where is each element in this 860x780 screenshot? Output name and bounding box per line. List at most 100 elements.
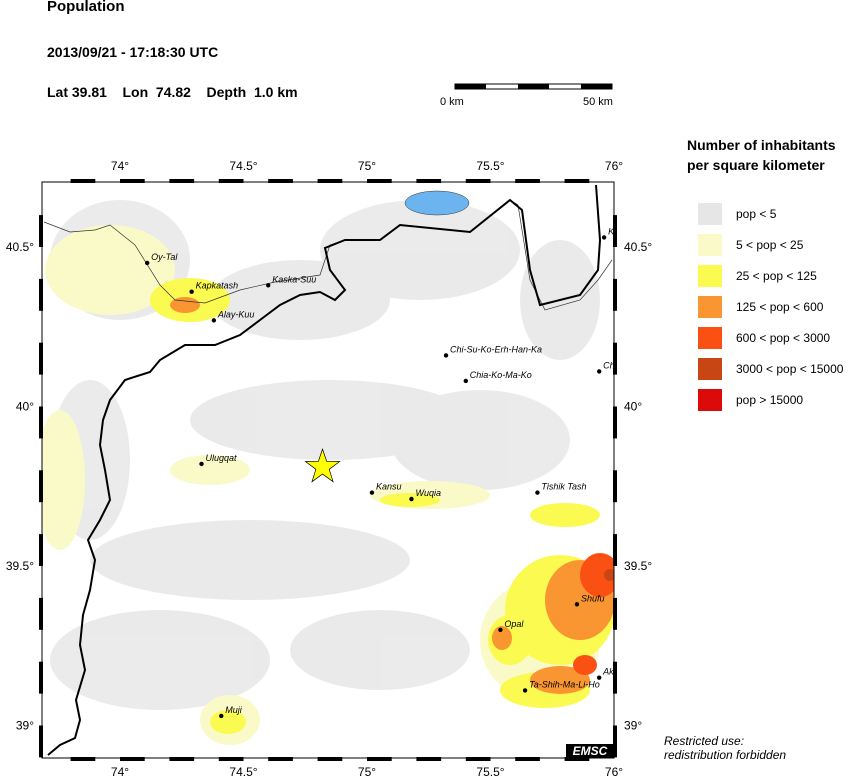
lake <box>404 190 470 216</box>
city-label: Opal <box>504 619 524 629</box>
legend-item: 3000 < pop < 15000 <box>698 358 843 380</box>
city-marker: Kansu <box>369 482 402 495</box>
city-label: Ch <box>603 360 615 370</box>
legend-label: 600 < pop < 3000 <box>736 331 831 345</box>
restricted-line2: redistribution forbidden <box>664 748 787 762</box>
city-dot-icon <box>219 713 224 719</box>
city-marker: Oy-Tal <box>144 252 178 266</box>
city-marker: Alay-Kuu <box>211 309 255 323</box>
depth-label: Depth 1.0 km <box>206 84 298 100</box>
lat-tick-label: 39° <box>16 719 34 733</box>
city-marker: Kaska-Suu <box>266 274 316 288</box>
city-label: Muji <box>225 705 243 715</box>
legend-title: Number of inhabitants per square kilomete… <box>687 135 857 175</box>
frame-ticks <box>39 179 617 761</box>
legend-label: 125 < pop < 600 <box>736 300 824 314</box>
legend-item: 5 < pop < 25 <box>698 234 803 256</box>
cities: Oy-Tal Kapkatash Kaska-Suu Alay-Kuu Chi-Su-K… <box>144 226 617 719</box>
scale-end: 50 km <box>583 96 613 108</box>
legend-label: pop < 5 <box>736 207 777 221</box>
city-label: Shufu <box>581 593 605 603</box>
city-dot-icon <box>199 461 204 467</box>
city-dot-icon <box>266 283 271 288</box>
city-marker: Chia-Ko-Ma-Ko <box>463 370 532 384</box>
legend-title-line1: Number of inhabitants <box>687 137 836 153</box>
city-dot-icon <box>574 602 580 607</box>
legend-swatch <box>698 265 722 287</box>
lat-tick-label: 39.5° <box>624 559 652 573</box>
city-label: Oy-Tal <box>151 252 178 262</box>
city-dot-icon <box>369 490 375 495</box>
lat-tick-label: 40° <box>624 400 642 414</box>
lat-tick-label: 39.5° <box>6 559 34 573</box>
map-title: Population <box>47 0 125 15</box>
city-label: Akt <box>602 667 617 677</box>
city-marker: Shufu <box>574 593 605 607</box>
city-dot-icon <box>144 260 150 266</box>
city-marker: Wuqia <box>409 488 441 502</box>
city-dot-icon <box>409 496 414 502</box>
lat-tick-label: 40.5° <box>624 240 652 254</box>
city-marker: Ch <box>596 360 615 374</box>
lon-tick-label: 74° <box>111 159 129 173</box>
country-border <box>47 184 602 756</box>
city-label: Kaska-Suu <box>272 274 316 284</box>
epicenter-star-icon <box>304 448 341 483</box>
city-label: Alay-Kuu <box>217 309 255 319</box>
restricted-line1: Restricted use: <box>664 734 745 748</box>
legend-label: pop > 15000 <box>736 393 804 407</box>
city-marker: Opal <box>498 619 524 632</box>
city-marker: Akt <box>596 667 617 680</box>
legend-swatch <box>698 358 722 380</box>
lon-tick-label: 76° <box>605 159 623 173</box>
legend-swatch <box>698 203 722 225</box>
city-dot-icon <box>463 378 468 384</box>
lon-tick-label: 75.5° <box>476 765 504 779</box>
population-layer <box>42 184 614 756</box>
city-marker: Muji <box>219 705 243 719</box>
legend-label: 25 < pop < 125 <box>736 269 817 283</box>
legend-item: 25 < pop < 125 <box>698 265 817 287</box>
city-dot-icon <box>498 627 503 632</box>
lon-tick-label: 75° <box>358 159 376 173</box>
city-label: Ta-Shih-Ma-Li-Ho <box>529 679 600 689</box>
event-location: Lat 39.81 Lon 74.82 Depth 1.0 km <box>47 84 298 100</box>
legend-item: pop < 5 <box>698 203 776 225</box>
tick-labels: 74° 74° 74.5° 74.5° 75° 75° 75.5° 75.5° 76° 76° 40… <box>6 159 653 779</box>
city-label: Kapkatash <box>196 281 239 291</box>
legend-label: 3000 < pop < 15000 <box>736 362 844 376</box>
legend-swatch <box>698 296 722 318</box>
lon-tick-label: 76° <box>605 765 623 779</box>
city-dot-icon <box>535 490 540 495</box>
city-label: Chi-Su-Ko-Erh-Han-Ka <box>450 344 542 354</box>
lat-tick-label: 40° <box>16 400 34 414</box>
restricted-notice: Restricted use: redistribution forbidden <box>664 734 786 762</box>
legend-swatch <box>698 389 722 411</box>
city-label: Kansu <box>376 482 402 492</box>
city-label: Wuqia <box>415 488 441 498</box>
lon-label: Lon 74.82 <box>122 84 191 100</box>
city-marker: Kapkatash <box>189 281 238 294</box>
legend-swatch <box>698 234 722 256</box>
city-dot-icon <box>601 235 607 240</box>
lat-tick-label: 40.5° <box>6 240 34 254</box>
scale-bar <box>454 83 613 90</box>
legend-item: 600 < pop < 3000 <box>698 327 830 349</box>
lon-tick-label: 75.5° <box>476 159 504 173</box>
lon-tick-label: 74.5° <box>229 765 257 779</box>
city-label: Tishik Tash <box>541 482 586 492</box>
lon-tick-label: 75° <box>358 765 376 779</box>
lon-tick-label: 74° <box>111 765 129 779</box>
city-dot-icon <box>522 688 528 693</box>
legend-item: pop > 15000 <box>698 389 803 411</box>
legend-title-line2: per square kilometer <box>687 157 825 173</box>
city-dot-icon <box>596 369 602 374</box>
emsc-logo-text: EMSC <box>573 744 608 758</box>
emsc-logo <box>566 744 614 758</box>
lon-tick-label: 74.5° <box>229 159 257 173</box>
city-label: K <box>608 226 615 236</box>
city-label: Chia-Ko-Ma-Ko <box>470 370 532 380</box>
city-marker: Ta-Shih-Ma-Li-Ho <box>522 679 600 693</box>
city-marker: K <box>601 226 615 240</box>
